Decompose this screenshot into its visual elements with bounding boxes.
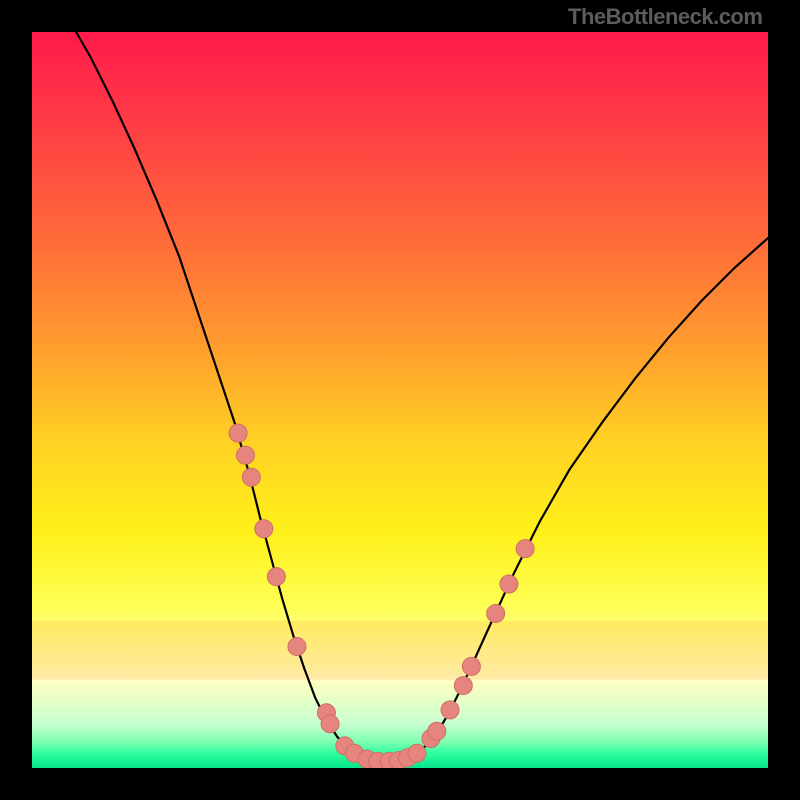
data-point xyxy=(462,657,480,675)
data-point xyxy=(229,424,247,442)
data-point xyxy=(487,604,505,622)
data-point xyxy=(500,575,518,593)
plot-area xyxy=(32,32,768,768)
chart-container: TheBottleneck.com xyxy=(0,0,800,800)
data-point xyxy=(255,520,273,538)
data-point xyxy=(321,715,339,733)
data-point xyxy=(288,638,306,656)
plot-svg xyxy=(32,32,768,768)
data-point xyxy=(516,540,534,558)
watermark-label: TheBottleneck.com xyxy=(568,4,762,30)
data-point xyxy=(428,722,446,740)
data-point xyxy=(454,677,472,695)
data-point xyxy=(408,744,426,762)
data-point xyxy=(441,701,459,719)
data-point xyxy=(236,446,254,464)
data-point xyxy=(267,568,285,586)
data-point xyxy=(242,468,260,486)
highlight-band xyxy=(32,621,768,680)
